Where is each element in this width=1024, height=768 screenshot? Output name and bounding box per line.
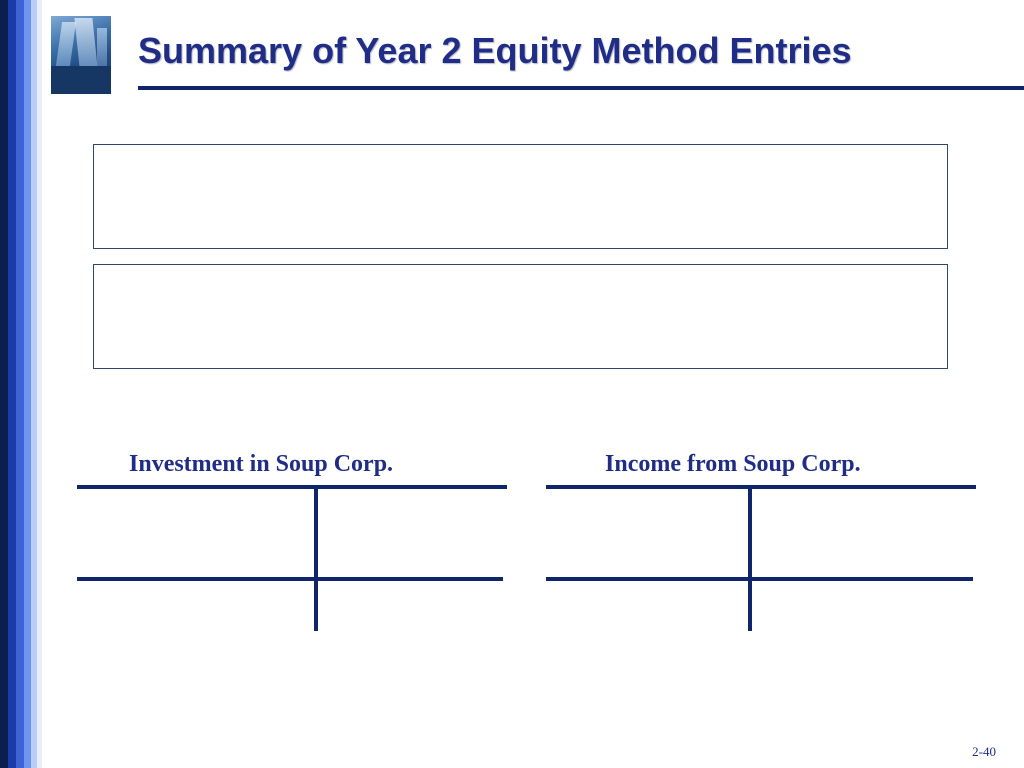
cover-building-3 (97, 28, 107, 68)
t-account-income-top-rule (546, 485, 976, 489)
t-account-income-balance-rule (546, 577, 973, 581)
title-underline (138, 86, 1024, 90)
t-account-investment-vertical (314, 487, 318, 631)
t-account-income-vertical (748, 487, 752, 631)
cover-building-2 (74, 18, 98, 68)
slide-title: Summary of Year 2 Equity Method Entries (138, 30, 852, 71)
slide-number: 2-40 (972, 744, 996, 759)
cover-building-1 (55, 22, 77, 66)
textbook-cover-thumbnail (51, 16, 111, 94)
t-account-investment-top-rule (77, 485, 507, 489)
cover-band (51, 66, 111, 94)
journal-entry-box-2 (93, 264, 948, 369)
t-account-title-income: Income from Soup Corp. (605, 451, 861, 477)
t-account-title-investment: Investment in Soup Corp. (129, 451, 394, 477)
journal-entry-box-1 (93, 144, 948, 249)
t-account-investment-balance-rule (77, 577, 503, 581)
slide-sidebar-stripes (0, 0, 42, 768)
